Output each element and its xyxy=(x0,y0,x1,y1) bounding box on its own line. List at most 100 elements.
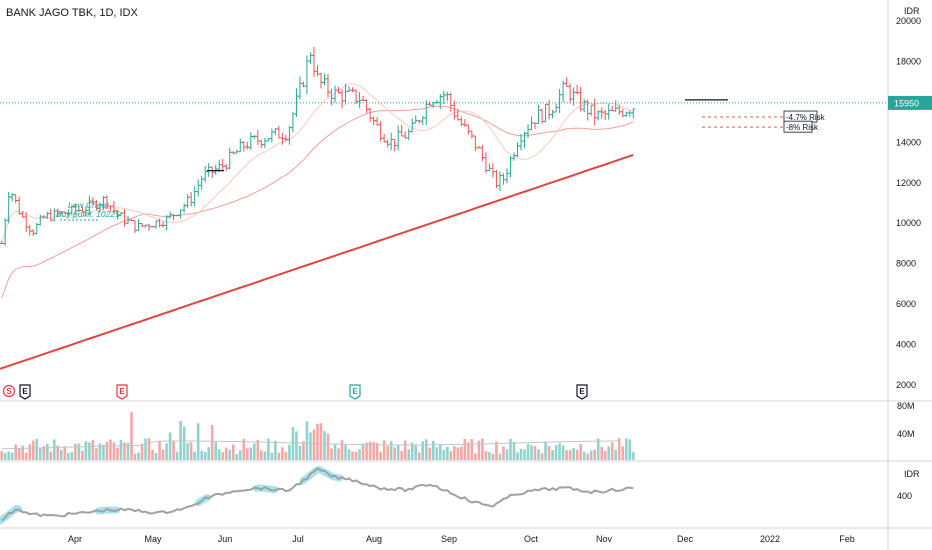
volume-bar xyxy=(537,449,540,460)
volume-bar xyxy=(568,450,572,460)
volume-bar xyxy=(140,443,144,460)
volume-bar xyxy=(316,423,319,460)
volume-bar xyxy=(516,452,519,460)
volume-bar xyxy=(431,440,435,460)
volume-bar xyxy=(207,447,210,460)
price-tick-label: 8000 xyxy=(896,259,916,269)
volume-bar xyxy=(295,431,298,460)
volume-bar xyxy=(56,445,60,460)
volume-bar xyxy=(495,441,498,460)
price-tick-label: 18000 xyxy=(896,56,921,66)
volume-tick-label: 80M xyxy=(897,401,915,411)
volume-bar xyxy=(582,451,586,460)
volume-bar xyxy=(575,449,579,460)
volume-bar xyxy=(182,426,186,460)
volume-bar xyxy=(558,443,561,460)
volume-bar xyxy=(67,452,70,460)
volume-bar xyxy=(147,438,151,460)
time-tick-label: Sep xyxy=(441,534,457,544)
earnings-marker xyxy=(116,384,128,400)
price-tick-label: 12000 xyxy=(896,178,921,188)
volume-bar xyxy=(365,442,368,460)
risk-label-1: -4.7% Risk xyxy=(786,113,826,122)
volume-bar xyxy=(74,443,77,460)
volume-bar xyxy=(484,451,488,460)
earnings-marker xyxy=(576,384,588,400)
volume-bar xyxy=(467,442,470,460)
volume-bar xyxy=(400,451,403,460)
volume-bar xyxy=(256,440,260,460)
volume-bar xyxy=(84,441,88,460)
volume-bar xyxy=(14,444,17,460)
volume-bar xyxy=(333,444,337,460)
volume-bar xyxy=(175,452,179,460)
volume-bar xyxy=(565,450,568,460)
volume-bar xyxy=(323,431,326,460)
volume-bar xyxy=(540,453,544,460)
volume-bar xyxy=(512,441,516,460)
volume-bar xyxy=(368,441,372,460)
volume-bar xyxy=(488,452,491,460)
volume-bar xyxy=(119,440,123,460)
volume-bar xyxy=(105,441,109,460)
volume-bar xyxy=(502,446,505,460)
volume-bar xyxy=(238,450,242,460)
volume-bar xyxy=(298,445,302,460)
volume-bar xyxy=(596,438,600,460)
volume-bar xyxy=(607,446,611,460)
time-tick-label: Jul xyxy=(292,534,304,544)
volume-bar xyxy=(112,442,116,460)
buy-point-label: Buy point. 10225 xyxy=(56,209,120,219)
volume-bar xyxy=(196,423,200,460)
volume-bar xyxy=(154,453,158,460)
volume-bar xyxy=(249,447,253,460)
volume-bar xyxy=(446,446,449,460)
volume-bar xyxy=(242,438,246,460)
volume-bar xyxy=(193,451,196,460)
volume-bar xyxy=(0,451,3,460)
volume-bar xyxy=(526,444,530,460)
volume-bar xyxy=(410,442,414,460)
volume-bar xyxy=(10,452,14,460)
volume-bar xyxy=(21,445,25,460)
volume-bar xyxy=(603,451,607,460)
volume-bar xyxy=(319,423,323,460)
volume-bar xyxy=(284,452,288,460)
event-marker-label: E xyxy=(579,387,585,396)
volume-bar xyxy=(189,442,193,460)
price-tick-label: 6000 xyxy=(896,299,916,309)
time-tick-label: May xyxy=(144,534,162,544)
volume-bar xyxy=(98,443,102,460)
volume-bar xyxy=(614,449,618,460)
current-price-label: 15950 xyxy=(894,98,919,108)
volume-bar xyxy=(379,451,382,460)
volume-bar xyxy=(245,448,249,460)
event-marker-label: E xyxy=(22,387,28,396)
volume-bar xyxy=(35,438,39,460)
volume-bar xyxy=(305,421,309,460)
current-price-badge xyxy=(888,95,932,110)
volume-bar xyxy=(456,447,460,460)
volume-bar xyxy=(231,444,235,460)
volume-bar xyxy=(358,449,361,460)
volume-bar xyxy=(361,443,365,460)
volume-bar xyxy=(123,442,126,460)
price-tick-label: 4000 xyxy=(896,340,916,350)
volume-bar xyxy=(137,452,140,460)
volume-bar xyxy=(523,449,526,460)
volume-bar xyxy=(631,452,635,460)
volume-bar xyxy=(417,452,421,460)
volume-bar xyxy=(593,449,596,460)
volume-bar xyxy=(407,449,411,460)
volume-bar xyxy=(372,442,375,460)
volume-bar xyxy=(7,451,10,460)
time-tick-label: Dec xyxy=(677,534,694,544)
time-tick-label: Apr xyxy=(68,534,82,544)
volume-bar xyxy=(491,453,495,460)
volume-bar xyxy=(477,440,481,460)
volume-bar xyxy=(414,445,418,460)
time-tick-label: 2022 xyxy=(760,534,780,544)
low-cheat-label: Low Cheat xyxy=(68,200,109,210)
volume-bar xyxy=(31,440,35,460)
